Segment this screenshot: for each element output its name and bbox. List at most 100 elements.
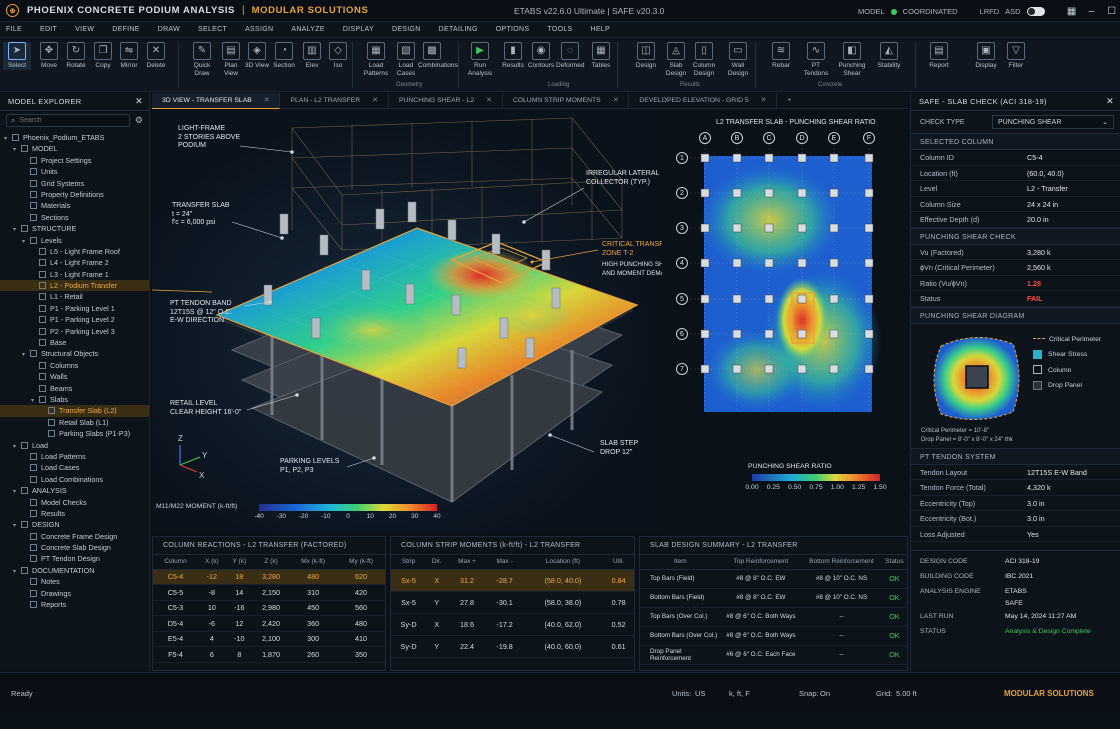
ribbon-combinations-button[interactable]: ▩ Combinations — [418, 42, 458, 70]
plan-column-marker[interactable] — [732, 223, 742, 233]
column-header[interactable]: Top Reinforcement — [720, 555, 802, 570]
plan-column-marker[interactable] — [864, 153, 874, 163]
ribbon-quick-draw-button[interactable]: ✎ Quick Draw — [188, 42, 216, 78]
tree-item[interactable]: P2 - Parking Level 3 — [0, 326, 149, 337]
ribbon-rebar-button[interactable]: ≋ Rebar — [767, 42, 795, 70]
plan-column-marker[interactable] — [700, 258, 710, 268]
tree-item[interactable]: Load Cases — [0, 462, 149, 473]
check-type-select[interactable]: PUNCHING SHEAR ⌄ — [992, 115, 1114, 129]
column-header[interactable]: Item — [640, 555, 721, 570]
tree-item[interactable]: PT Tendon Design — [0, 553, 149, 564]
column-header[interactable]: Bottom Reinforcement — [801, 555, 882, 570]
ribbon-pt-tendons-button[interactable]: ∿ PT Tendons — [802, 42, 830, 78]
punching-shear-plan-view[interactable]: L2 TRANSFER SLAB - PUNCHING SHEAR RATIO … — [662, 110, 908, 532]
table-row[interactable]: E5-4 4 -10 2,100 300 410 — [153, 631, 385, 647]
plan-column-marker[interactable] — [732, 188, 742, 198]
ribbon-tables-button[interactable]: ▦ Tables — [587, 42, 615, 70]
tree-item[interactable]: Columns — [0, 360, 149, 371]
tree-item[interactable]: L3 - Light Frame 1 — [0, 269, 149, 280]
ribbon-contours-button[interactable]: ◉ Contours — [527, 42, 555, 70]
ribbon-wall-design-button[interactable]: ▭ Wall Design — [724, 42, 752, 78]
column-header[interactable]: My (k-ft) — [337, 555, 385, 570]
ribbon-report-button[interactable]: ▤ Report — [925, 42, 953, 70]
menu-options[interactable]: OPTIONS — [495, 26, 530, 33]
search-box[interactable]: ⌕ — [6, 114, 130, 127]
menu-design[interactable]: DESIGN — [391, 26, 421, 33]
table-row[interactable]: Sx-5 X 31.2 -28.7 (58.0, 40.0) 0.84 — [391, 569, 634, 592]
tree-item[interactable]: Notes — [0, 576, 149, 587]
plan-column-marker[interactable] — [732, 329, 742, 339]
plan-column-marker[interactable] — [864, 258, 874, 268]
plan-column-marker[interactable] — [732, 364, 742, 374]
tree-item[interactable]: ▾ ANALYSIS — [0, 485, 149, 496]
close-tab-icon[interactable]: ✕ — [486, 97, 492, 104]
table-row[interactable]: Sx-5 Y 27.8 -30.1 (58.0, 38.0) 0.78 — [391, 591, 634, 614]
ribbon-elev-button[interactable]: ▥ Elev — [298, 42, 326, 70]
ribbon-select-button[interactable]: ➤ Select — [3, 42, 31, 70]
search-input[interactable] — [19, 117, 120, 124]
plan-column-marker[interactable] — [764, 294, 774, 304]
tree-item[interactable]: L5 - Light Frame Roof — [0, 246, 149, 257]
menu-draw[interactable]: DRAW — [157, 26, 181, 33]
expand-chevron-icon[interactable]: ▾ — [22, 238, 26, 245]
plan-column-marker[interactable] — [829, 364, 839, 374]
expand-chevron-icon[interactable]: ▾ — [4, 136, 8, 142]
plan-column-marker[interactable] — [797, 364, 807, 374]
plan-column-marker[interactable] — [797, 258, 807, 268]
ribbon-mirror-button[interactable]: ⇋ Mirror — [115, 42, 143, 70]
plan-column-marker[interactable] — [797, 294, 807, 304]
tree-item[interactable]: Concrete Slab Design — [0, 542, 149, 553]
tree-item[interactable]: ▾ Load — [0, 440, 149, 451]
plan-column-marker[interactable] — [764, 258, 774, 268]
menu-tools[interactable]: TOOLS — [547, 26, 573, 33]
plan-column-marker[interactable] — [797, 188, 807, 198]
menu-define[interactable]: DEFINE — [112, 26, 140, 33]
tree-item[interactable]: Drawings — [0, 588, 149, 599]
tree-item[interactable]: L4 - Light Frame 2 — [0, 257, 149, 268]
tree-item[interactable]: ▾ DESIGN — [0, 519, 149, 530]
plan-column-marker[interactable] — [829, 188, 839, 198]
tree-item[interactable]: Load Patterns — [0, 451, 149, 462]
table-row[interactable]: Sy-D X 18.6 -17.2 (40.0, 62.0) 0.52 — [391, 613, 634, 636]
expand-chevron-icon[interactable]: ▾ — [13, 443, 17, 450]
menu-display[interactable]: DISPLAY — [342, 26, 374, 33]
tree-item[interactable]: Sections — [0, 212, 149, 223]
tab-column-strip-moments[interactable]: COLUMN STRIP MOMENTS ✕ — [503, 93, 630, 109]
ribbon-load-cases-button[interactable]: ▧ Load Cases — [392, 42, 420, 78]
plan-column-marker[interactable] — [700, 188, 710, 198]
tab-plan-l2-transfer[interactable]: PLAN - L2 TRANSFER ✕ — [280, 93, 389, 109]
plan-column-marker[interactable] — [864, 294, 874, 304]
table-row[interactable]: C5-4 -12 18 3,280 480 620 — [153, 569, 385, 585]
menu-detailing[interactable]: DETAILING — [438, 26, 478, 33]
tree-item[interactable]: Units — [0, 166, 149, 177]
ribbon-move-button[interactable]: ✥ Move — [35, 42, 63, 70]
tree-item[interactable]: Grid Systems — [0, 178, 149, 189]
plan-column-marker[interactable] — [797, 223, 807, 233]
tree-item[interactable]: Concrete Frame Design — [0, 531, 149, 542]
ribbon-slab-design-button[interactable]: ◬ Slab Design — [662, 42, 690, 78]
tree-item[interactable]: L1 - Retail — [0, 291, 149, 302]
close-tab-icon[interactable]: ✕ — [263, 97, 270, 104]
ribbon-plan-view-button[interactable]: ▤ Plan View — [217, 42, 245, 78]
ribbon-run-analysis-button[interactable]: ▶ Run Analysis — [466, 42, 494, 78]
close-explorer-icon[interactable]: ✕ — [135, 96, 143, 106]
ribbon-display-button[interactable]: ▣ Display — [972, 42, 1000, 70]
plan-column-marker[interactable] — [764, 329, 774, 339]
tree-item[interactable]: P1 - Parking Level 1 — [0, 303, 149, 314]
table-row[interactable]: Bottom Bars (Field) #8 @ 8" O.C. EW #8 @ 1… — [640, 588, 907, 608]
column-header[interactable]: Mx (k-ft) — [289, 555, 338, 570]
table-row[interactable]: Sy-D Y 22.4 -19.8 (40.0, 60.0) 0.61 — [391, 635, 634, 658]
asd-option[interactable]: ASD — [1005, 7, 1021, 16]
plan-column-marker[interactable] — [797, 153, 807, 163]
ribbon-rotate-button[interactable]: ↻ Rotate — [62, 42, 90, 70]
plan-column-marker[interactable] — [764, 364, 774, 374]
tree-item[interactable]: ▾ Levels — [0, 235, 149, 246]
plan-column-marker[interactable] — [700, 153, 710, 163]
ribbon-load-patterns-button[interactable]: ▦ Load Patterns — [362, 42, 390, 78]
grid-value[interactable]: 5.00 ft — [896, 689, 917, 698]
plan-column-marker[interactable] — [797, 329, 807, 339]
column-header[interactable]: Max - — [486, 555, 523, 570]
tree-item[interactable]: Beams — [0, 383, 149, 394]
tree-item[interactable]: ▾ Slabs — [0, 394, 149, 405]
ribbon-column-design-button[interactable]: ▯ Column Design — [690, 42, 718, 78]
